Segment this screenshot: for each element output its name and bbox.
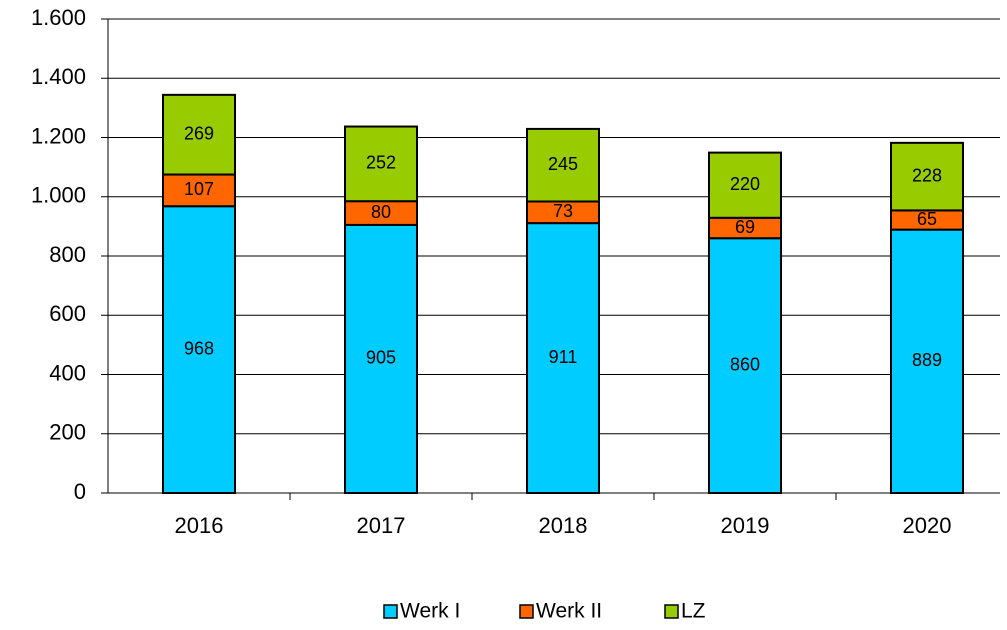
legend-label: Werk I — [400, 600, 460, 623]
data-label: 65 — [917, 209, 937, 229]
data-label: 220 — [730, 174, 760, 194]
y-tick-label: 400 — [49, 360, 86, 385]
data-label: 252 — [366, 153, 396, 173]
y-tick-label: 1.000 — [31, 183, 86, 208]
bar-segment — [344, 125, 418, 203]
legend-label: LZ — [681, 600, 706, 623]
data-label: 968 — [184, 338, 214, 358]
bar-segment — [708, 151, 782, 219]
y-tick-label: 600 — [49, 301, 86, 326]
data-label: 107 — [184, 179, 214, 199]
data-label: 905 — [366, 348, 396, 368]
data-label: 269 — [184, 123, 214, 143]
y-tick-label: 1.400 — [31, 64, 86, 89]
y-tick-label: 1.600 — [31, 5, 86, 30]
data-label: 80 — [371, 202, 391, 222]
bar-segment — [526, 222, 600, 495]
data-label: 69 — [735, 217, 755, 237]
y-tick-label: 0 — [74, 479, 86, 504]
x-tick-label: 2019 — [721, 513, 770, 538]
bar-segment — [890, 141, 964, 212]
y-tick-label: 800 — [49, 242, 86, 267]
x-tick-label: 2020 — [903, 513, 952, 538]
bar-segment — [890, 228, 964, 494]
x-tick-label: 2016 — [175, 513, 224, 538]
data-label: 911 — [549, 347, 578, 367]
x-tick-label: 2017 — [357, 513, 406, 538]
bar-segment — [344, 223, 418, 495]
data-label: 73 — [553, 201, 573, 221]
legend-swatch — [664, 604, 679, 619]
bar-segment — [162, 93, 236, 176]
data-label: 245 — [548, 154, 578, 174]
bar-segment — [708, 237, 782, 494]
bar-segment — [162, 173, 236, 208]
y-tick-label: 1.200 — [31, 123, 86, 148]
x-tick-label: 2018 — [539, 513, 588, 538]
data-label: 228 — [912, 165, 942, 185]
legend-swatch — [519, 604, 534, 619]
y-tick-label: 200 — [49, 420, 86, 445]
data-label: 860 — [730, 354, 760, 374]
legend-label: Werk II — [536, 600, 602, 623]
data-label: 889 — [912, 350, 942, 370]
bar-segment — [526, 127, 600, 203]
legend-swatch — [383, 604, 398, 619]
